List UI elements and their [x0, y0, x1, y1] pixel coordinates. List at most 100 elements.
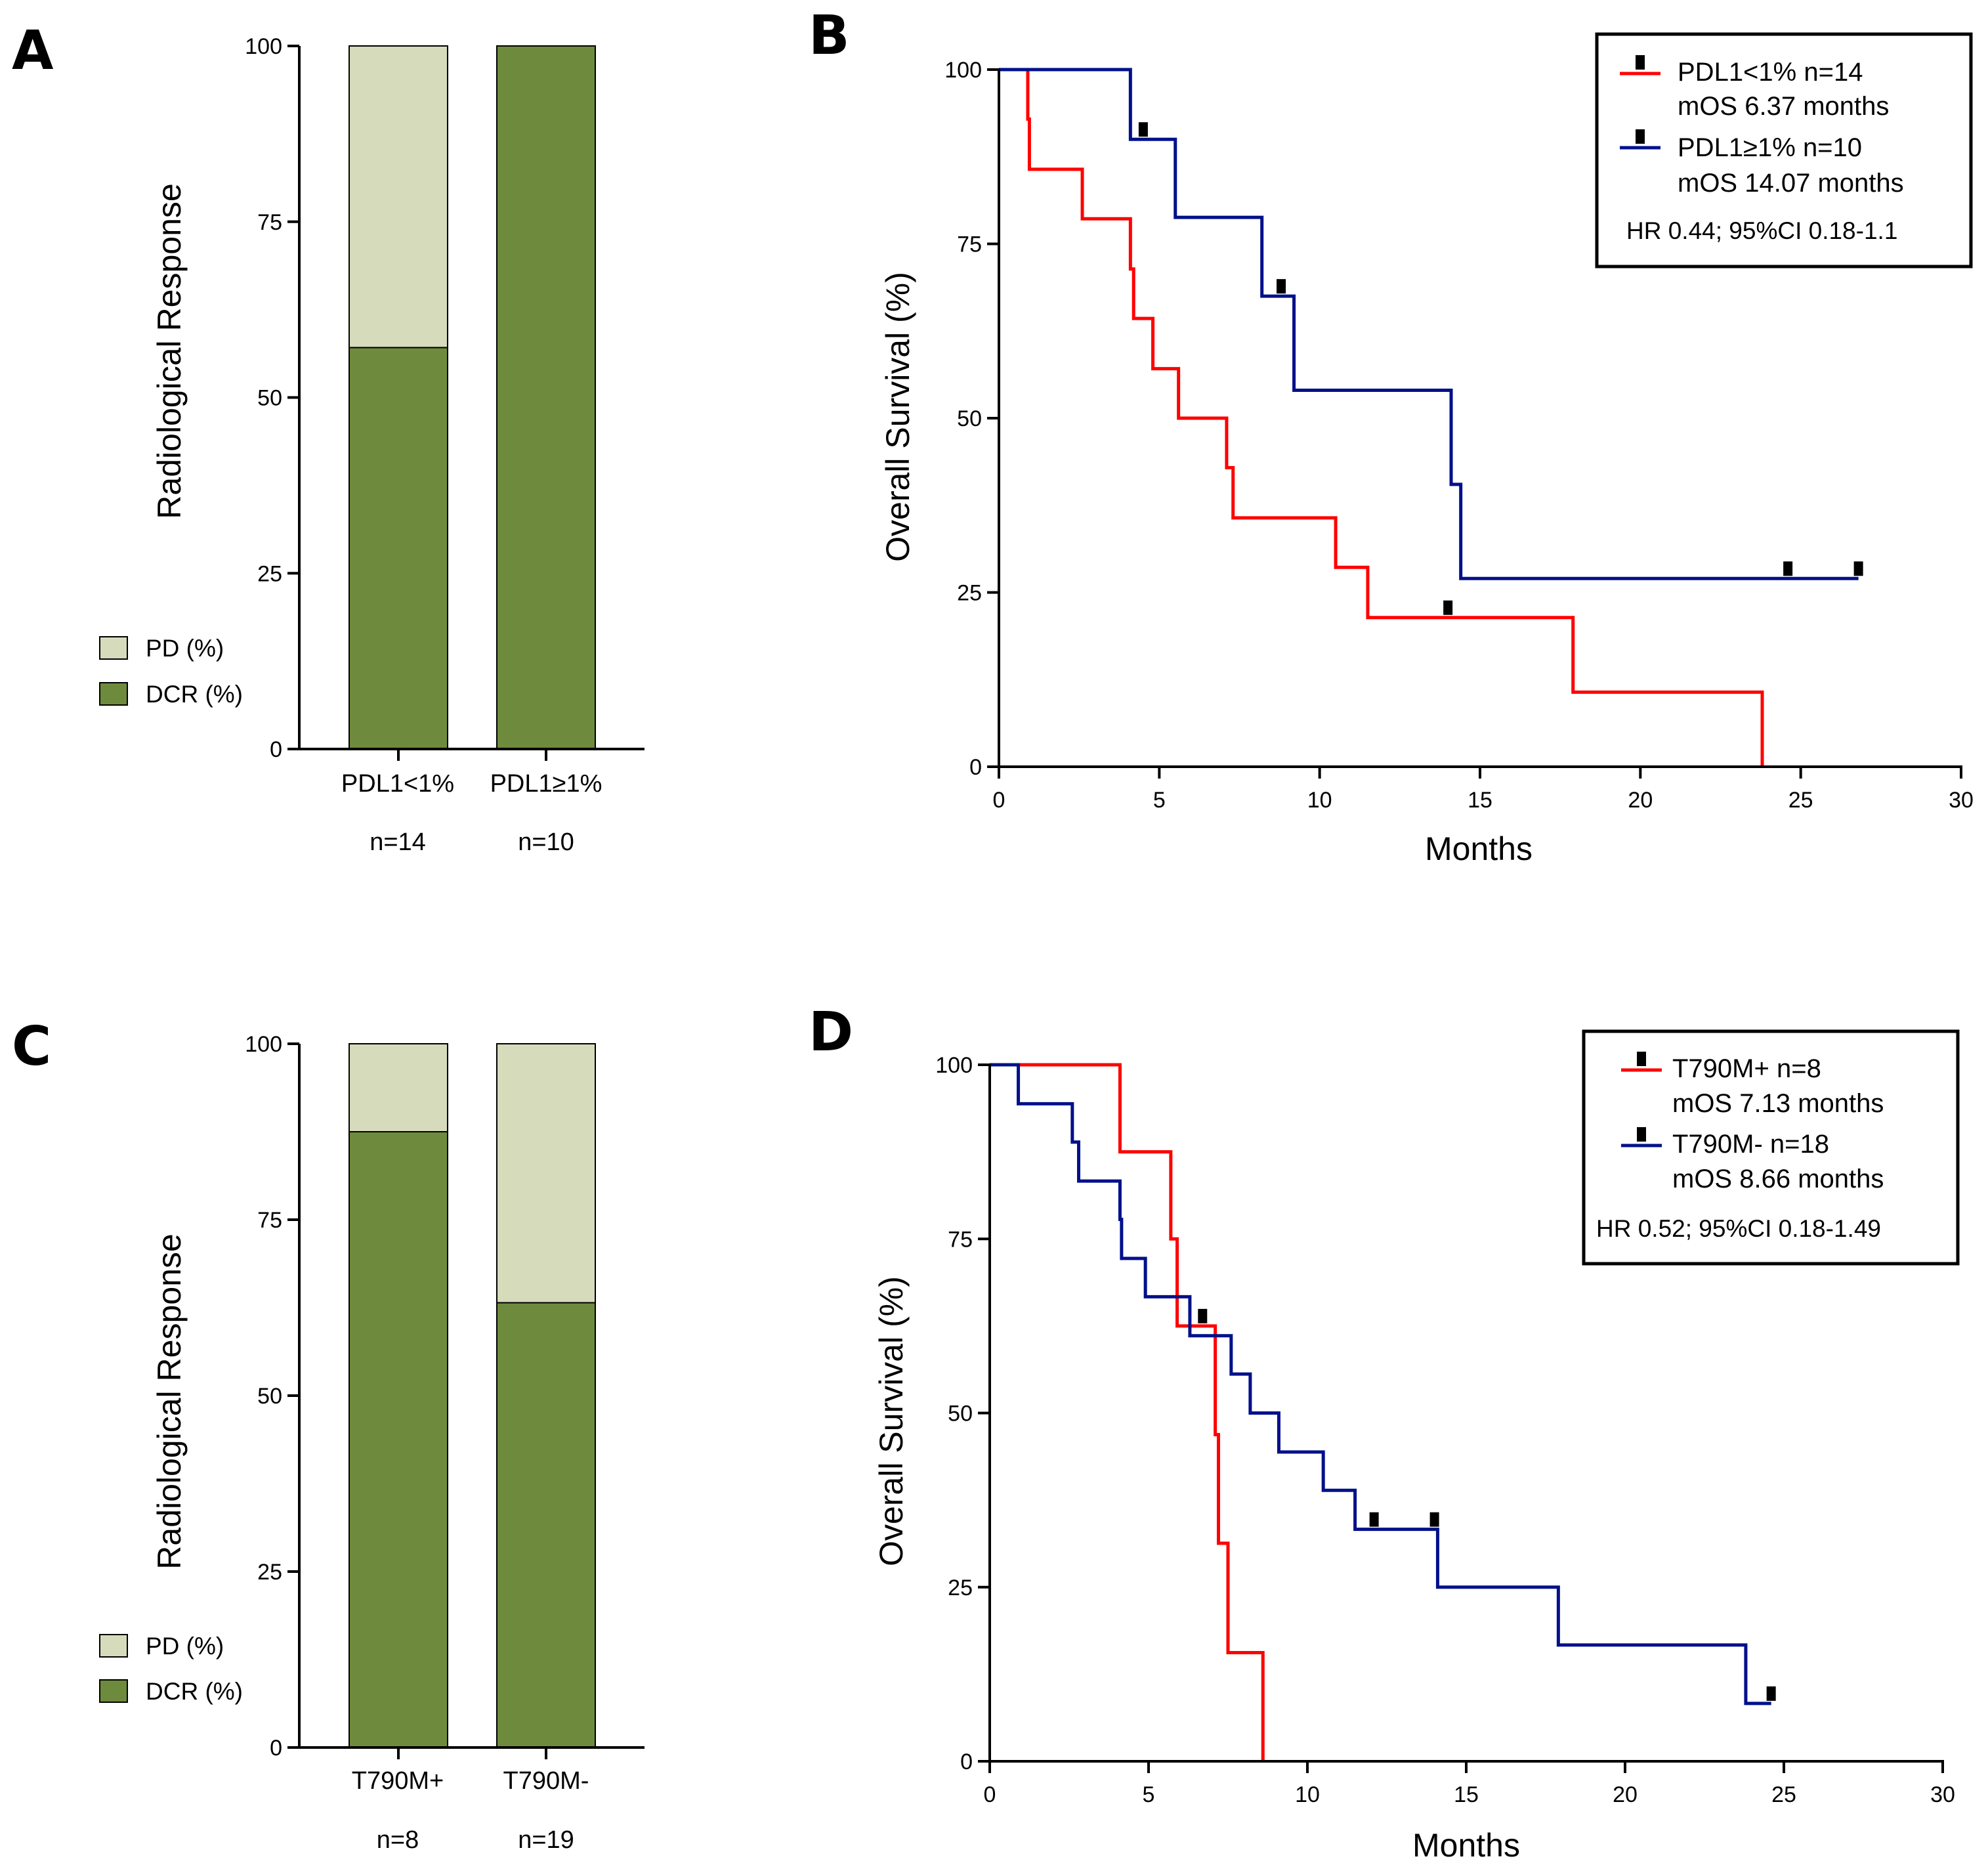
x-axis-ticks: 0 5 10 15 20 25 30 [993, 767, 1974, 813]
censor-mark [1783, 561, 1793, 576]
x-axis-title: Months [1425, 830, 1533, 867]
y-axis-ticks: 0 25 50 75 100 [944, 58, 999, 780]
bar-dcr [349, 1131, 448, 1748]
y-tick-label: 100 [935, 1053, 973, 1078]
censor-mark [1429, 1512, 1439, 1527]
y-tick-label: 0 [960, 1749, 973, 1774]
category-n-2: n=10 [518, 828, 574, 856]
x-tick-label: 0 [993, 788, 1005, 813]
category-n-2: n=19 [518, 1826, 574, 1854]
x-tick-label: 5 [1143, 1782, 1155, 1807]
legend-subtitle-red: mOS 6.37 months [1678, 92, 1889, 121]
censor-mark [1369, 1512, 1379, 1527]
y-tick-label: 25 [957, 581, 982, 606]
x-tick-label: 20 [1613, 1782, 1638, 1807]
y-tick-label: 75 [957, 232, 982, 257]
x-tick-label: 15 [1454, 1782, 1479, 1807]
y-tick-label: 0 [969, 755, 982, 780]
legend-label-red: PDL1<1% n=14 [1678, 58, 1863, 87]
survival-curve-blue [999, 68, 1859, 580]
legend-swatch-pd [99, 636, 128, 660]
y-tick-label: 25 [948, 1576, 973, 1600]
legend-subtitle-blue: mOS 14.07 months [1678, 169, 1904, 198]
legend-swatch-pd [99, 1634, 128, 1658]
x-tick-label: 15 [1468, 788, 1492, 813]
y-tick-label: 50 [257, 386, 282, 411]
y-tick-label: 75 [257, 1208, 282, 1233]
legend-censor-mark-blue [1636, 129, 1645, 144]
y-axis-title: Overall Survival (%) [873, 1276, 910, 1566]
y-axis-title: Overall Survival (%) [879, 272, 916, 562]
legend-label-red: T790M+ n=8 [1672, 1054, 1821, 1083]
bar-dcr [496, 45, 596, 750]
x-axis-ticks: 0 5 10 15 20 25 30 [984, 1761, 1955, 1807]
y-tick-label: 50 [957, 406, 982, 431]
axes [988, 1063, 1944, 1763]
x-tick-label: 25 [1788, 788, 1813, 813]
y-tick-label: 25 [257, 561, 282, 586]
censor-mark [1198, 1308, 1208, 1323]
legend-stat: HR 0.44; 95%CI 0.18-1.1 [1626, 217, 1897, 244]
survival-curve-red [999, 68, 1764, 767]
bar-pd [496, 1043, 596, 1304]
category-label-1: T790M+ [352, 1767, 444, 1795]
legend-subtitle-blue: mOS 8.66 months [1672, 1165, 1884, 1193]
y-tick-label: 100 [245, 34, 282, 59]
legend-censor-mark-blue [1637, 1127, 1646, 1142]
censor-mark [1277, 279, 1286, 294]
y-tick-label: 50 [948, 1402, 973, 1426]
censor-mark [1766, 1686, 1776, 1701]
axes [998, 68, 1962, 768]
legend-label-blue: PDL1≥1% n=10 [1678, 133, 1862, 162]
category-label-2: T790M- [503, 1767, 589, 1795]
y-axis-title: Radiological Response [151, 183, 188, 519]
category-label-2: PDL1≥1% [490, 770, 603, 798]
x-tick-label: 30 [1930, 1782, 1955, 1807]
x-tick-label: 5 [1153, 788, 1166, 813]
legend-label-blue: T790M- n=18 [1672, 1130, 1829, 1159]
y-axis-ticks: 0 25 50 75 100 [245, 1032, 299, 1761]
x-tick-label: 10 [1295, 1782, 1320, 1807]
legend-censor-mark-red [1637, 1052, 1646, 1066]
y-tick-label: 0 [270, 737, 282, 762]
axes [298, 1044, 645, 1759]
y-axis-title: Radiological Response [151, 1233, 188, 1569]
panel-label-d: D [809, 1001, 853, 1063]
x-tick-label: 30 [1949, 788, 1974, 813]
x-tick-label: 25 [1771, 1782, 1796, 1807]
bar-dcr [496, 1302, 596, 1748]
category-n-1: n=8 [377, 1826, 419, 1854]
legend-stat: HR 0.52; 95%CI 0.18-1.49 [1596, 1215, 1881, 1242]
legend: T790M+ n=8 mOS 7.13 months T790M- n=18 m… [1582, 1029, 1960, 1266]
category-label-1: PDL1<1% [341, 770, 454, 798]
survival-curves [990, 1063, 1776, 1761]
y-tick-label: 0 [270, 1736, 282, 1761]
legend-censor-mark-red [1636, 55, 1645, 70]
panel-label-b: B [809, 5, 850, 67]
y-tick-label: 75 [948, 1227, 973, 1252]
legend-label-dcr: DCR (%) [146, 681, 243, 708]
bar-dcr [349, 347, 448, 750]
survival-curve-red [990, 1063, 1265, 1761]
category-n-1: n=14 [370, 828, 426, 856]
y-tick-label: 100 [944, 58, 982, 83]
legend-swatch-dcr [99, 682, 128, 706]
axes [298, 46, 645, 761]
panel-label-c: C [12, 1016, 51, 1078]
x-tick-label: 0 [984, 1782, 996, 1807]
x-tick-label: 20 [1628, 788, 1653, 813]
panel-a: A Radiological Response 0 25 50 75 100 PDL1<… [12, 20, 645, 856]
survival-curve-blue [990, 1063, 1771, 1705]
panel-label-a: A [12, 20, 54, 82]
x-axis-title: Months [1412, 1827, 1520, 1864]
censor-mark [1853, 561, 1863, 576]
legend-label-dcr: DCR (%) [146, 1678, 243, 1705]
panel-d: D Overall Survival (%) Months 0255075100… [809, 1001, 1960, 1864]
legend: PDL1<1% n=14 mOS 6.37 months PDL1≥1% n=1… [1595, 32, 1973, 268]
y-tick-label: 25 [257, 1560, 282, 1585]
x-tick-label: 10 [1307, 788, 1332, 813]
y-axis-ticks: 0 25 50 75 100 [935, 1053, 990, 1774]
bars [349, 1043, 596, 1748]
legend-swatch-dcr [99, 1679, 128, 1703]
survival-curves [999, 68, 1863, 767]
